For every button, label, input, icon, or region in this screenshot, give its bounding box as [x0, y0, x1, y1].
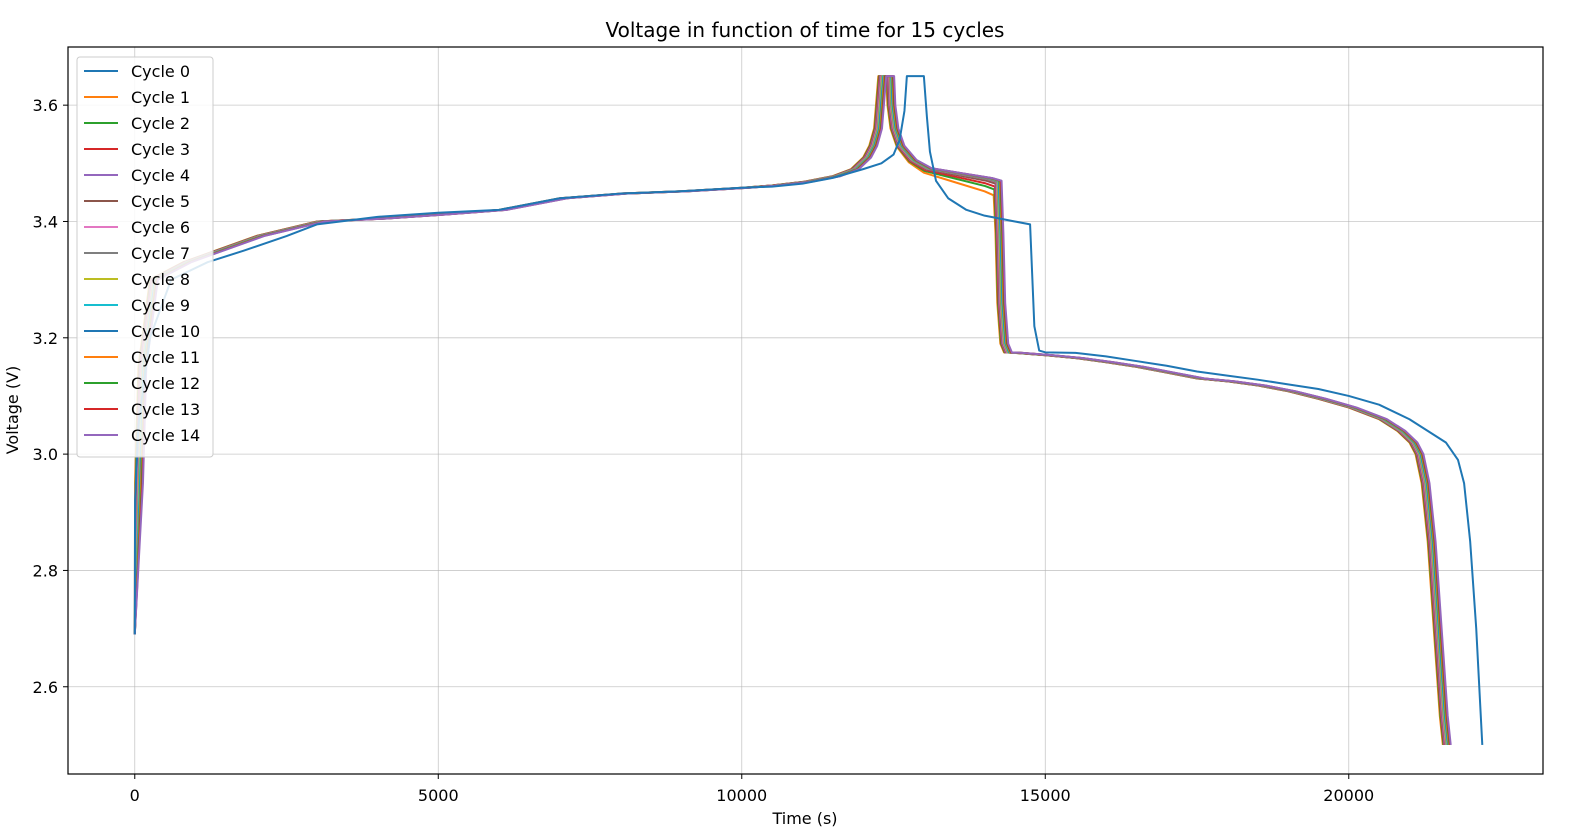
legend-label-cycle-12: Cycle 12 [131, 374, 200, 393]
legend: Cycle 0 Cycle 1 Cycle 2 Cycle 3 Cycle 4 Cycle… [76, 56, 214, 458]
legend-label-cycle-4: Cycle 4 [131, 166, 190, 185]
series-group [133, 75, 1484, 746]
legend-label-cycle-8: Cycle 8 [131, 270, 190, 289]
y-axis: 2.6 2.8 3.0 3.2 3.4 3.6 [33, 96, 68, 697]
x-tick-label: 15000 [1020, 786, 1071, 805]
y-axis-label: Voltage (V) [3, 366, 22, 455]
x-axis: 0 5000 10000 15000 20000 [130, 774, 1374, 805]
legend-label-cycle-5: Cycle 5 [131, 192, 190, 211]
y-tick-label: 3.0 [33, 445, 58, 464]
plot-frame [67, 46, 1544, 775]
legend-label-cycle-1: Cycle 1 [131, 88, 190, 107]
legend-label-cycle-6: Cycle 6 [131, 218, 190, 237]
legend-label-cycle-0: Cycle 0 [131, 62, 190, 81]
legend-label-cycle-11: Cycle 11 [131, 348, 200, 367]
y-tick-label: 2.8 [33, 561, 58, 580]
x-tick-label: 20000 [1323, 786, 1374, 805]
x-tick-label: 10000 [716, 786, 767, 805]
chart-title: Voltage in function of time for 15 cycle… [606, 18, 1005, 42]
y-tick-label: 3.2 [33, 329, 58, 348]
legend-label-cycle-13: Cycle 13 [131, 400, 200, 419]
legend-label-cycle-9: Cycle 9 [131, 296, 190, 315]
legend-label-cycle-10: Cycle 10 [131, 322, 200, 341]
y-tick-label: 3.6 [33, 96, 58, 115]
legend-label-cycle-7: Cycle 7 [131, 244, 190, 263]
y-tick-label: 2.6 [33, 678, 58, 697]
cycle-14-line [133, 75, 1452, 746]
x-axis-label: Time (s) [771, 809, 837, 828]
cycle-0-line [133, 75, 1484, 745]
legend-label-cycle-2: Cycle 2 [131, 114, 190, 133]
legend-label-cycle-14: Cycle 14 [131, 426, 200, 445]
legend-label-cycle-3: Cycle 3 [131, 140, 190, 159]
y-tick-label: 3.4 [33, 212, 58, 231]
x-tick-label: 5000 [418, 786, 459, 805]
grid [68, 47, 1543, 774]
x-tick-label: 0 [130, 786, 140, 805]
